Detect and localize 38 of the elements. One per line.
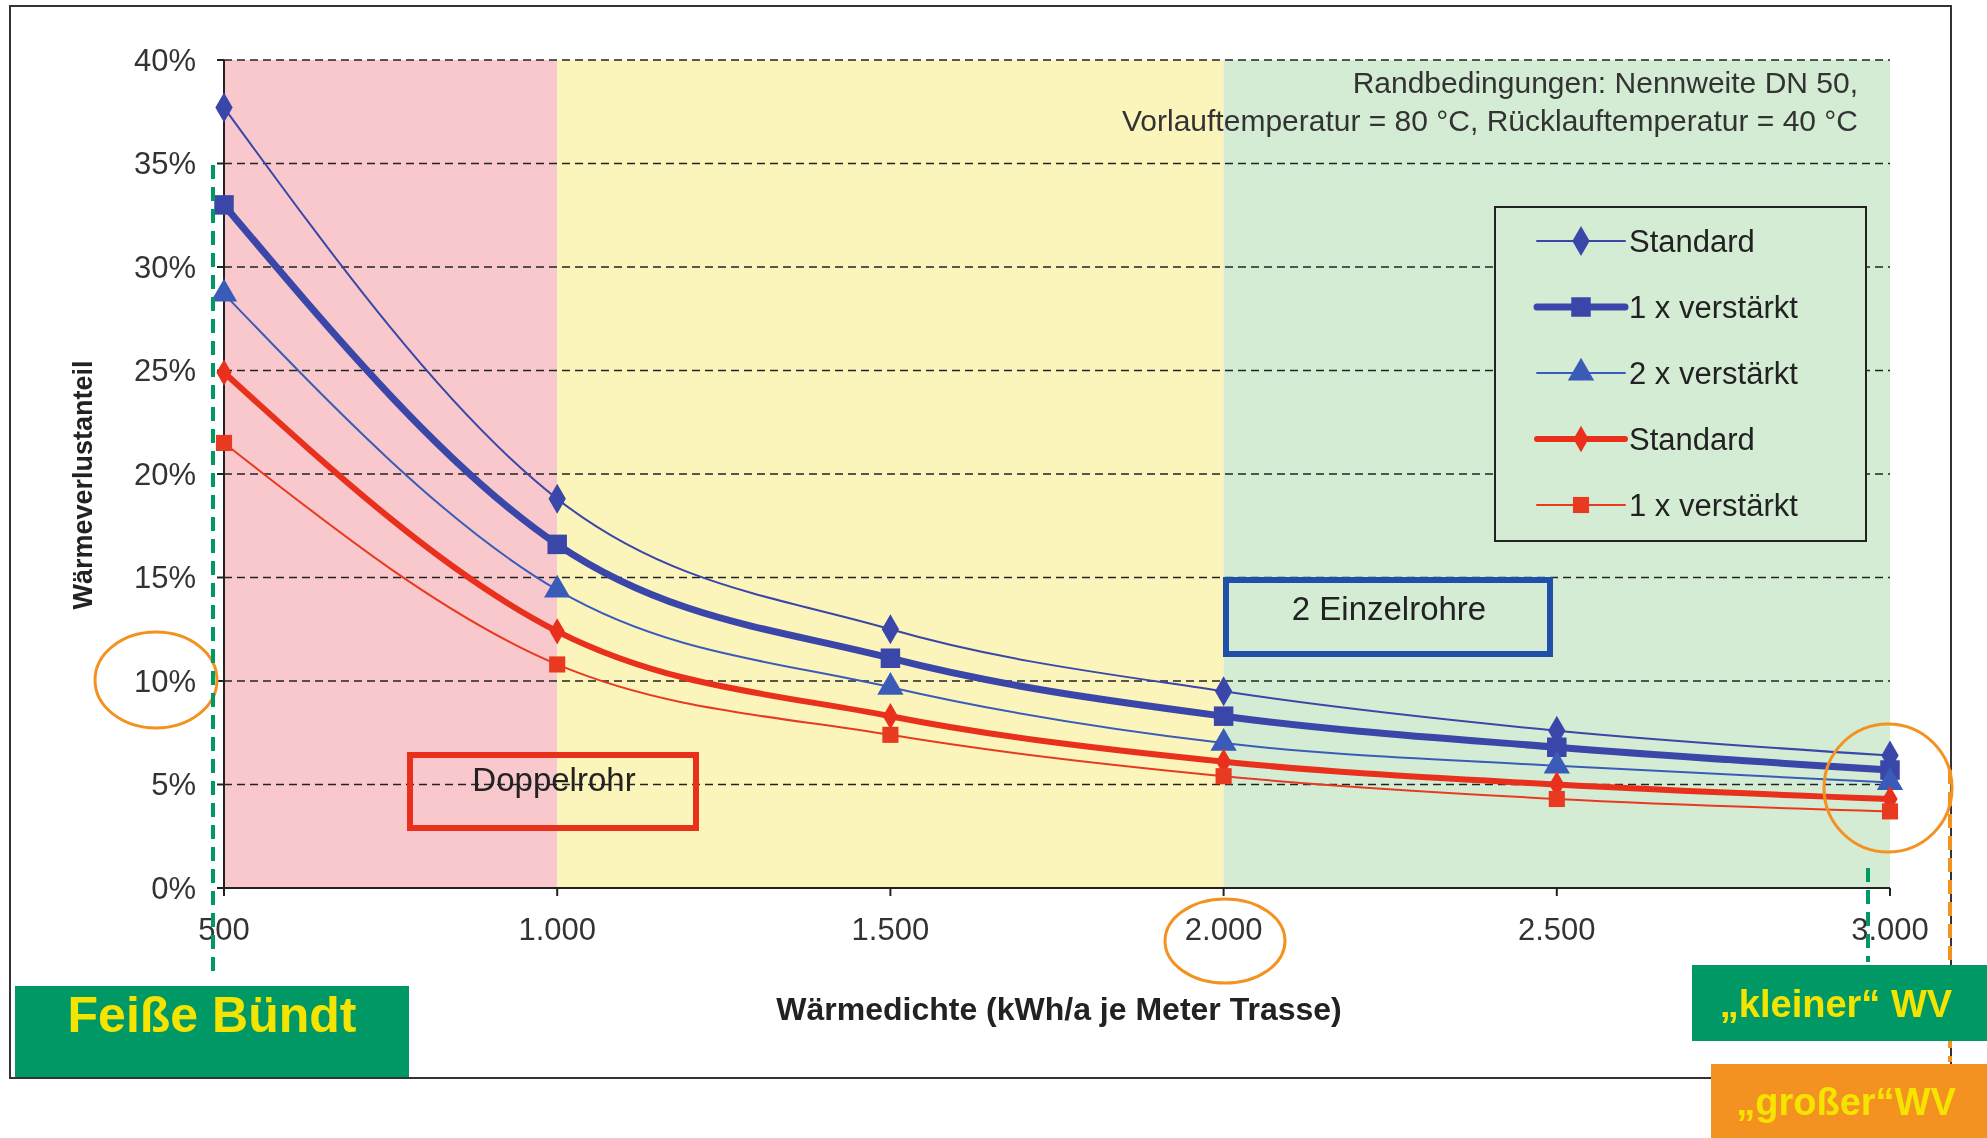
annotation: Randbedingungen: Nennweite DN 50, Vorlauftemperatur = 80 °C, Rücklauftemperatur = 40 °C xyxy=(1121,66,1858,137)
y-tick-label: 25% xyxy=(133,353,196,389)
x-tick-label: 3.000 xyxy=(1851,912,1929,947)
x-tick-label: 2.000 xyxy=(1184,912,1263,947)
x-axis-title: Wärmedichte (kWh/a je Meter Trasse) xyxy=(776,991,1342,1027)
y-tick-label: 15% xyxy=(133,560,196,596)
point xyxy=(547,534,567,555)
point xyxy=(1215,768,1232,785)
point xyxy=(1881,803,1899,820)
annotation: 2 Einzelrohre xyxy=(1291,590,1487,627)
y-axis-title: Wärmeverlustanteil xyxy=(68,360,98,610)
x-tick-label: 1.000 xyxy=(518,912,596,947)
y-tick-label: 30% xyxy=(133,249,196,285)
y-tick-label: 40% xyxy=(133,42,196,78)
point xyxy=(549,656,566,673)
y-tick-label: 10% xyxy=(133,663,196,699)
point xyxy=(1548,790,1565,808)
x-tick-label: 1.500 xyxy=(851,912,930,947)
point xyxy=(880,648,901,668)
text: „großer“WV xyxy=(1736,1081,1957,1123)
legend-label: Standard xyxy=(1629,421,1755,457)
point xyxy=(1547,737,1567,757)
legend-label: 1 x verstärkt xyxy=(1629,487,1799,523)
y-tick-label: 20% xyxy=(133,456,196,492)
text: „kleiner“ WV xyxy=(1719,983,1953,1025)
legend-label: 2 x verstärkt xyxy=(1629,355,1799,391)
legend-label: 1 x verstärkt xyxy=(1629,289,1799,325)
x-tick-label: 500 xyxy=(198,912,250,947)
y-tick-label: 5% xyxy=(151,767,196,803)
point xyxy=(882,726,899,743)
point xyxy=(214,195,234,215)
point xyxy=(215,434,233,452)
legend-label: Standard xyxy=(1629,223,1755,259)
x-tick-label: 2.500 xyxy=(1518,912,1596,947)
y-tick-label: 0% xyxy=(151,870,196,906)
point xyxy=(1213,706,1234,726)
y-tick-label: 35% xyxy=(133,146,196,182)
text: Feiße Bündt xyxy=(67,987,357,1043)
